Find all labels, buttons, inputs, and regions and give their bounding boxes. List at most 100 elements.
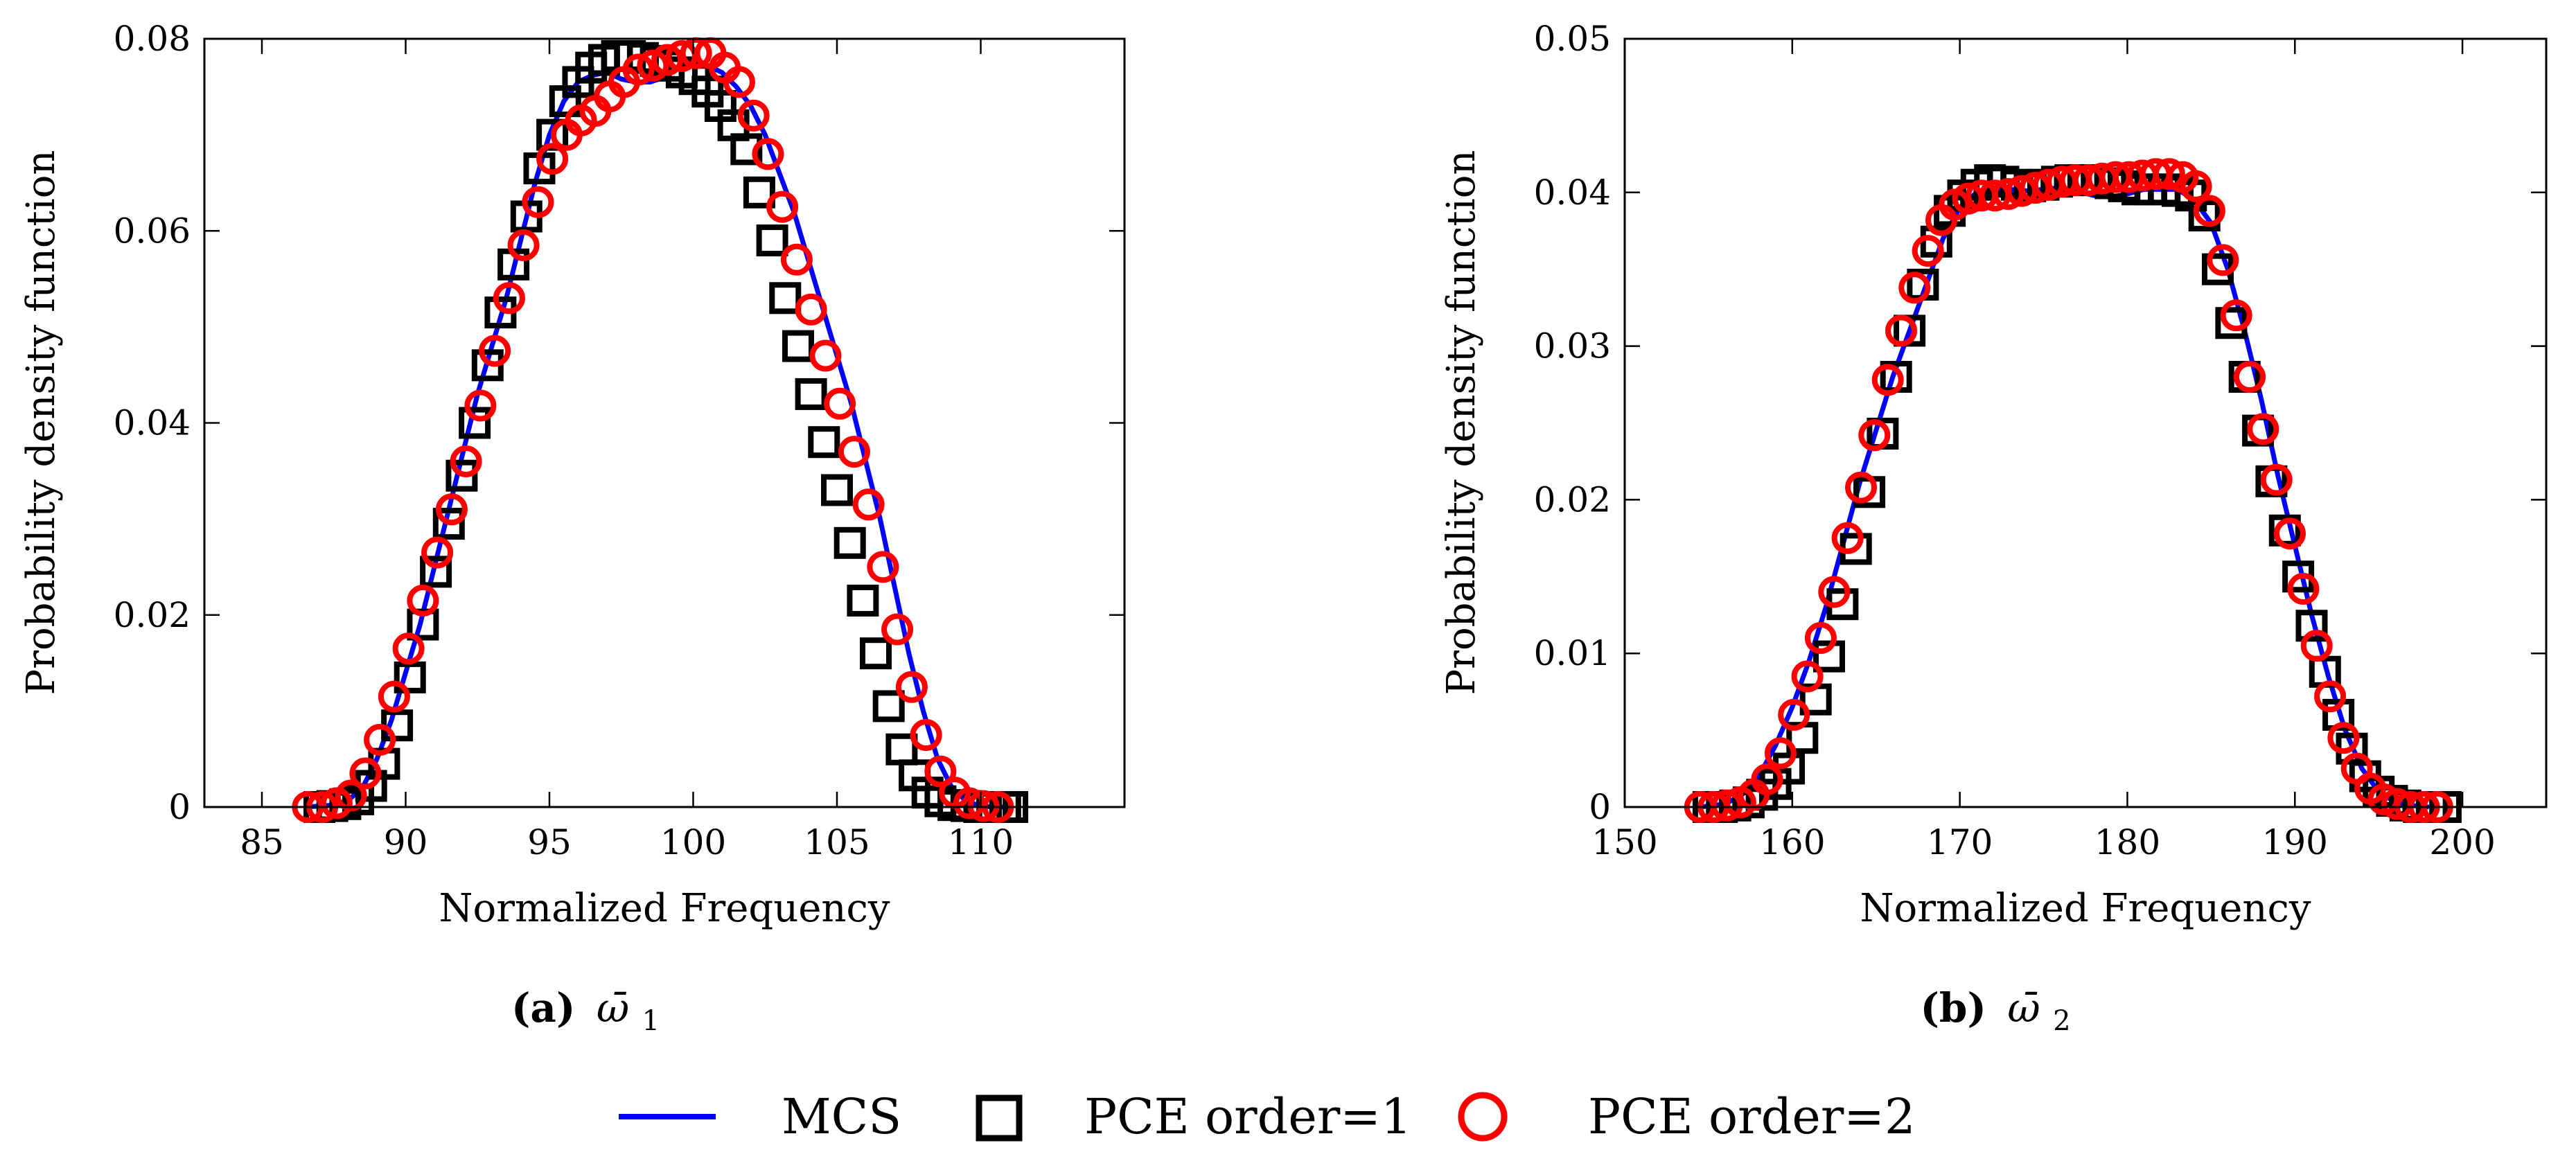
- legend-label-pce2: PCE order=2: [1588, 1088, 1916, 1145]
- data-point-pce1: [2188, 200, 2221, 232]
- y-tick-label: 0.03: [1534, 326, 1611, 366]
- data-point-pce1: [872, 690, 905, 723]
- data-point-pce2: [2247, 413, 2279, 445]
- data-point-pce2: [2220, 299, 2252, 332]
- data-point-pce2: [407, 585, 439, 617]
- data-point-pce2: [493, 282, 525, 314]
- data-point-pce2: [435, 493, 468, 526]
- data-point-pce1: [821, 474, 853, 506]
- chart-panel-b: 150 160 170 180 190 20000.010.020.030.040.05 …: [1439, 19, 2548, 1037]
- data-point-pce1: [459, 407, 491, 439]
- chart-panel-a: 85 90 95 100 105 110 0 0.02 0.04 0.06 0.08 Normali…: [19, 19, 1126, 1037]
- data-point-pce2: [895, 671, 928, 703]
- caption-subscript-b: 2: [2053, 1005, 2070, 1037]
- data-point-pce1: [730, 133, 763, 166]
- plot-frame-b: [1623, 37, 2548, 808]
- data-point-pce2: [2234, 361, 2266, 393]
- x-tick-label: 170: [1927, 822, 1993, 862]
- x-tick-label: 90: [384, 822, 428, 862]
- data-point-pce2: [953, 787, 985, 819]
- caption-a: (a) ω̄ 1: [511, 984, 660, 1037]
- y-tick-label: 0: [1589, 787, 1611, 827]
- data-point-pce1: [445, 459, 478, 492]
- data-point-pce1: [1813, 640, 1845, 673]
- data-point-pce2: [651, 44, 684, 76]
- data-point-pce2: [522, 186, 554, 218]
- data-point-pce1: [808, 426, 840, 459]
- x-tick-label: 110: [948, 822, 1014, 862]
- data-point-pce2: [1711, 789, 1743, 822]
- y-tick-label: 0: [168, 787, 191, 827]
- data-point-pce2: [795, 293, 827, 326]
- legend-label-mcs: MCS: [782, 1088, 901, 1145]
- legend-swatch-pce2: [1458, 1092, 1508, 1142]
- data-point-pce2: [1885, 314, 1917, 347]
- x-tick-label: 105: [804, 822, 870, 862]
- y-tick-label: 0.01: [1534, 633, 1611, 673]
- caption-label-b: (b): [1920, 984, 1986, 1031]
- y-axis-label-b: Probability density function: [1439, 150, 1484, 695]
- data-point-pce2: [809, 339, 842, 372]
- y-axis-label-a: Probability density function: [19, 150, 64, 695]
- data-point-pce2: [1912, 235, 1944, 267]
- legend-swatch-pce1: [976, 1094, 1023, 1142]
- data-point-pce1: [1920, 225, 1952, 258]
- data-point-pce2: [2153, 158, 2185, 190]
- x-tick-label: 180: [2094, 822, 2160, 862]
- x-axis-label-b: Normalized Frequency: [1860, 886, 2311, 931]
- axis-ticks-b: 150 160 170 180 190 200 0 0.01 0.02 0.03 0.04 0.05: [1534, 19, 2546, 862]
- data-point-pce2: [1831, 522, 1864, 554]
- x-tick-label: 100: [660, 822, 726, 862]
- data-point-pce2: [737, 99, 770, 132]
- data-point-pce2: [2193, 195, 2225, 227]
- plot-marks-b: [1684, 158, 2462, 823]
- data-point-pce2: [752, 138, 784, 170]
- data-point-pce2: [2207, 244, 2239, 276]
- data-point-pce1: [769, 282, 802, 314]
- data-point-pce1: [756, 224, 788, 257]
- data-point-pce2: [637, 49, 669, 82]
- data-point-pce1: [782, 330, 814, 362]
- data-point-pce2: [2260, 463, 2293, 496]
- data-point-pce2: [2327, 722, 2360, 754]
- data-point-pce2: [622, 53, 655, 86]
- data-point-pce2: [910, 719, 942, 751]
- data-point-pce2: [536, 143, 569, 175]
- data-point-pce1: [432, 508, 465, 540]
- data-point-pce1: [847, 585, 879, 617]
- data-point-pce2: [1818, 576, 1851, 608]
- data-point-pce2: [780, 243, 813, 276]
- data-point-pce2: [335, 779, 367, 812]
- x-tick-label: 190: [2262, 822, 2328, 862]
- data-point-pce2: [1845, 471, 1877, 504]
- caption-symbol-b: ω̄: [2007, 984, 2040, 1031]
- data-point-pce2: [1778, 698, 1810, 731]
- data-point-pce2: [364, 724, 396, 756]
- caption-subscript-a: 1: [642, 1005, 660, 1037]
- data-point-pce2: [1804, 622, 1837, 654]
- y-tick-label: 0.04: [114, 403, 191, 443]
- data-point-pce2: [867, 551, 899, 583]
- caption-b: (b) ω̄ 2: [1920, 984, 2070, 1037]
- legend: MCS PCE order=1 PCE order=2: [619, 1088, 1916, 1145]
- data-point-pce2: [421, 536, 454, 569]
- data-point-pce1: [420, 556, 452, 588]
- data-point-pce2: [450, 445, 482, 477]
- data-point-pce2: [479, 335, 511, 367]
- x-tick-label: 95: [527, 822, 572, 862]
- data-point-pce2: [2300, 630, 2333, 662]
- data-point-pce1: [860, 637, 892, 670]
- data-point-pce2: [838, 436, 870, 468]
- data-point-pce2: [1898, 272, 1931, 304]
- x-tick-label: 160: [1759, 822, 1825, 862]
- data-point-pce2: [1871, 364, 1904, 396]
- y-tick-label: 0.06: [114, 211, 191, 251]
- data-point-pce1: [833, 526, 866, 559]
- x-tick-label: 85: [240, 822, 284, 862]
- data-point-pce2: [824, 387, 856, 420]
- data-point-pce1: [2295, 610, 2328, 642]
- data-point-pce2: [680, 37, 712, 69]
- data-point-pce2: [924, 755, 957, 788]
- x-tick-label: 150: [1591, 822, 1657, 862]
- data-point-pce2: [349, 757, 382, 790]
